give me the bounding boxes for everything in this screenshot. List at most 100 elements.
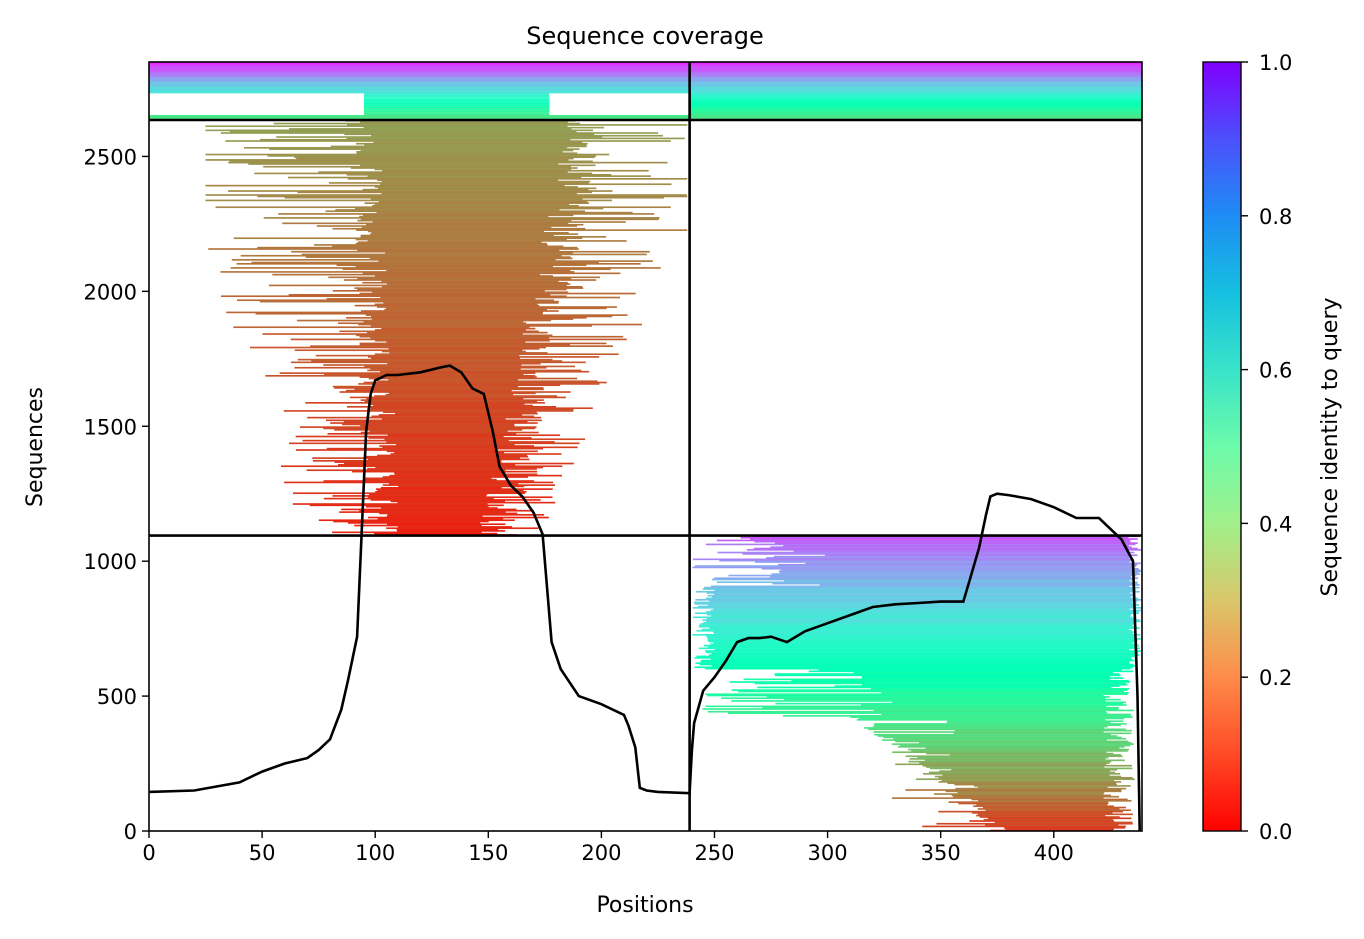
- coverage-row: [1005, 828, 1114, 830]
- coverage-row: [363, 126, 604, 129]
- coverage-row: [705, 693, 1128, 696]
- coverage-row: [364, 144, 587, 146]
- coverage-row: [369, 430, 508, 432]
- coverage-row: [689, 75, 1142, 78]
- coverage-row: [318, 171, 568, 173]
- coverage-row: [381, 350, 526, 353]
- coverage-row: [367, 240, 627, 242]
- coverage-row: [731, 700, 1106, 702]
- coverage-row: [689, 98, 1142, 101]
- coverage-row: [367, 356, 600, 358]
- coverage-row: [376, 211, 633, 214]
- coverage-row: [149, 75, 690, 78]
- colorbar-tick-label: 0.6: [1259, 359, 1292, 383]
- coverage-row: [689, 86, 1142, 88]
- coverage-row: [873, 709, 1134, 712]
- coverage-row: [380, 183, 672, 186]
- coverage-row: [731, 689, 1128, 691]
- coverage-row: [775, 702, 1123, 705]
- coverage-row: [339, 330, 539, 333]
- coverage-row: [305, 402, 545, 404]
- coverage-row: [372, 291, 569, 294]
- coverage-row: [689, 93, 1142, 95]
- coverage-row: [149, 66, 690, 68]
- coverage-row: [205, 153, 610, 156]
- coverage-row: [397, 526, 513, 528]
- coverage-row: [296, 449, 496, 451]
- coverage-row: [380, 487, 502, 489]
- coverage-row: [398, 485, 525, 488]
- coverage-row: [762, 706, 1119, 709]
- coverage-row: [706, 613, 1132, 616]
- coverage-row: [227, 190, 613, 192]
- coverage-row: [972, 812, 1113, 814]
- coverage-row: [356, 152, 578, 155]
- coverage-row: [363, 98, 550, 101]
- coverage-row: [949, 754, 1122, 756]
- coverage-row: [377, 518, 504, 520]
- coverage-row: [390, 500, 505, 503]
- coverage-row: [881, 713, 1131, 716]
- coverage-row: [268, 284, 567, 287]
- coverage-row: [259, 300, 559, 303]
- coverage-row: [893, 737, 1127, 740]
- coverage-row: [315, 354, 520, 357]
- coverage-row: [226, 311, 543, 314]
- coverage-row: [359, 342, 607, 345]
- coverage-row: [323, 427, 536, 430]
- coverage-row: [229, 130, 577, 133]
- coverage-row: [375, 491, 527, 493]
- coverage-row: [363, 99, 550, 102]
- coverage-row: [694, 657, 1132, 659]
- coverage-row: [873, 731, 1104, 733]
- coverage-row: [323, 480, 535, 482]
- coverage-row: [689, 80, 1142, 83]
- coverage-row: [374, 329, 526, 331]
- coverage-row: [288, 294, 551, 296]
- coverage-row: [696, 655, 1137, 658]
- coverage-row: [370, 233, 579, 235]
- coverage-row: [254, 172, 593, 175]
- coverage-row: [370, 499, 541, 501]
- coverage-row: [938, 777, 1133, 779]
- coverage-row: [370, 407, 593, 410]
- coverage-row: [356, 334, 553, 337]
- coverage-row: [255, 312, 543, 315]
- coverage-row: [695, 662, 1130, 665]
- coverage-row: [370, 325, 592, 327]
- coverage-row: [693, 558, 1134, 561]
- coverage-row: [379, 445, 534, 447]
- coverage-row: [373, 384, 561, 387]
- coverage-row: [383, 411, 537, 414]
- coverage-row: [367, 458, 530, 461]
- coverage-row: [384, 438, 586, 441]
- coverage-row: [873, 725, 1108, 728]
- coverage-row: [360, 218, 659, 221]
- coverage-row: [874, 733, 1111, 736]
- coverage-row: [693, 616, 1133, 619]
- coverage-row: [381, 327, 536, 330]
- coverage-row: [385, 307, 607, 310]
- coverage-row: [338, 464, 516, 466]
- coverage-row: [374, 395, 558, 397]
- coverage-row: [710, 615, 1130, 617]
- coverage-row: [363, 105, 550, 107]
- coverage-row: [700, 623, 1135, 625]
- coverage-row: [729, 681, 1131, 683]
- coverage-row: [374, 532, 498, 535]
- coverage-row: [371, 315, 613, 318]
- coverage-row: [267, 155, 597, 157]
- coverage-row: [363, 97, 550, 99]
- x-tick-label: 0: [142, 841, 155, 865]
- coverage-row: [922, 825, 1126, 828]
- coverage-row: [372, 221, 626, 223]
- coverage-row: [689, 97, 1142, 99]
- coverage-row: [346, 174, 612, 176]
- coverage-row: [339, 391, 571, 393]
- coverage-row: [929, 771, 1116, 774]
- coverage-row: [754, 540, 1131, 543]
- coverage-row: [149, 71, 690, 74]
- coverage-row: [362, 188, 589, 191]
- coverage-row: [709, 600, 1138, 602]
